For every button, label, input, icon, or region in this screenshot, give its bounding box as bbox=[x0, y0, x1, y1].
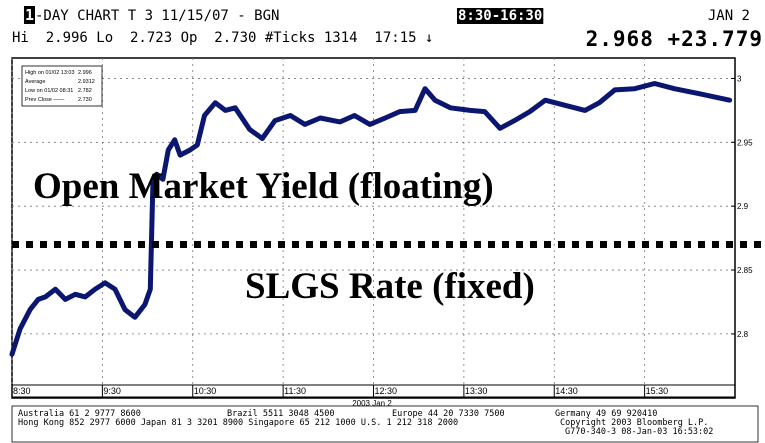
x-axis-label: 2003 Jan 2 bbox=[352, 399, 392, 408]
y-tick-label: 3 bbox=[737, 74, 742, 83]
legend-value: 2.782 bbox=[78, 88, 92, 94]
stats: Hi 2.996 Lo 2.723 Op 2.730 #Ticks 1314 1… bbox=[12, 30, 433, 46]
y-tick-label: 2.8 bbox=[737, 330, 749, 339]
footer-text: Copyright 2003 Bloomberg L.P. bbox=[560, 418, 708, 428]
footer-text: Australia 61 2 9777 8600 bbox=[18, 409, 141, 419]
legend-label: Average bbox=[25, 79, 45, 85]
y-tick-label: 2.95 bbox=[737, 138, 753, 147]
y-tick-label: 2.85 bbox=[737, 266, 753, 275]
legend-value: 2.730 bbox=[78, 97, 92, 103]
footer-text: Europe 44 20 7330 7500 bbox=[392, 409, 505, 419]
annotation: Open Market Yield (floating) bbox=[33, 166, 494, 207]
y-tick-label: 2.9 bbox=[737, 202, 749, 211]
date: JAN 2 bbox=[708, 8, 750, 24]
footer-text: Hong Kong 852 2977 6000 Japan 81 3 3201 … bbox=[18, 418, 458, 428]
inverted-box bbox=[23, 6, 35, 24]
legend-label: High on 01/02 13:03 bbox=[25, 70, 75, 76]
footer-text: Germany 49 69 920410 bbox=[555, 409, 657, 419]
annotation: SLGS Rate (fixed) bbox=[245, 266, 535, 307]
time-range: 8:30-16:30 bbox=[458, 8, 542, 24]
x-tick-label: 10:30 bbox=[194, 386, 217, 396]
x-tick-label: 11:30 bbox=[284, 386, 306, 396]
last-price: 2.968 +23.779 bbox=[586, 27, 763, 51]
title-box: 1 bbox=[25, 6, 34, 24]
footer-text: G770-340-3 08-Jan-03 16:53:02 bbox=[565, 427, 713, 437]
x-tick-label: 12:30 bbox=[375, 386, 398, 396]
x-tick-label: 15:30 bbox=[646, 386, 669, 396]
x-tick-label: 8:30 bbox=[13, 386, 31, 396]
legend-label: Prev Close —— bbox=[25, 97, 65, 103]
x-tick-label: 14:30 bbox=[555, 386, 578, 396]
price-line bbox=[9, 81, 733, 357]
legend-label: Low on 01/02 08:31 bbox=[25, 88, 73, 94]
legend-value: 2.996 bbox=[78, 70, 92, 76]
x-tick-label: 9:30 bbox=[103, 386, 121, 396]
legend-box bbox=[21, 65, 103, 107]
legend-value: 2.9312 bbox=[78, 79, 95, 85]
inverted-box bbox=[457, 8, 544, 24]
footer-frame bbox=[11, 405, 759, 443]
title: -DAY CHART T 3 11/15/07 - BGN bbox=[35, 8, 279, 24]
footer-text: Brazil 5511 3048 4500 bbox=[227, 409, 334, 419]
x-tick-label: 13:30 bbox=[465, 386, 488, 396]
